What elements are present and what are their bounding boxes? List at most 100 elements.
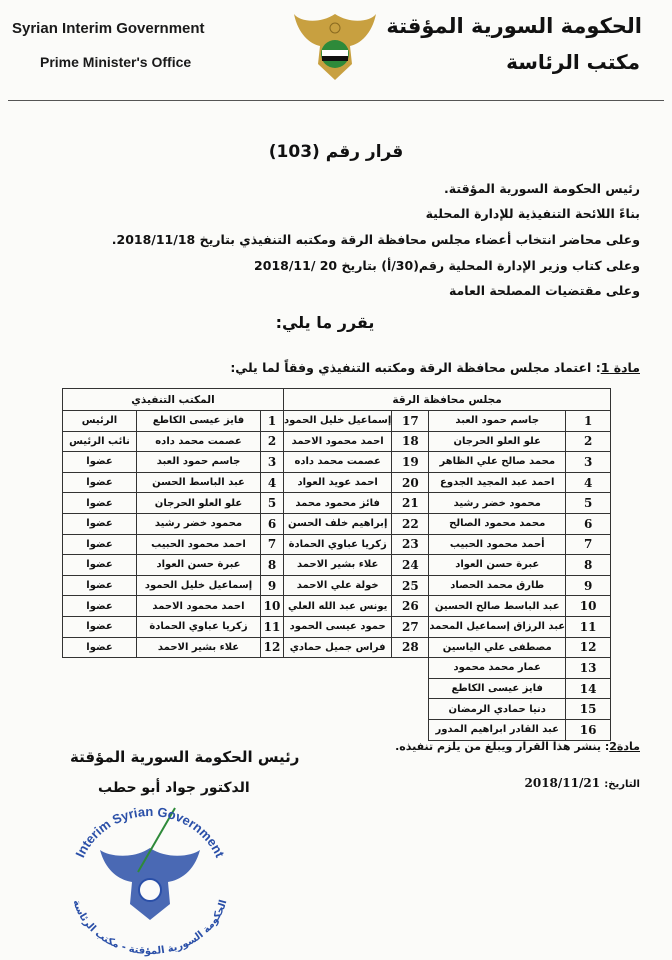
member-number: 4	[565, 471, 612, 494]
member-name: عبد القادر ابراهيم المدور	[428, 718, 567, 741]
office-member-name: إسماعيل خليل الحمود	[136, 574, 261, 597]
header-ar-subtitle: مكتب الرئاسة	[506, 50, 640, 74]
member-number: 28	[391, 636, 430, 659]
member-name: دنيا حمادي الرمضان	[428, 698, 567, 720]
office-number: 8	[260, 554, 284, 576]
table-row: 9 طارق محمد الحصاد 25 خولة علي الاحمد 9 إسماع…	[62, 574, 612, 597]
preamble-line-1: رئيس الحكومة السورية المؤقتة.	[444, 181, 640, 196]
member-number: 27	[391, 615, 430, 638]
article-2-text: : ينشر هذا القرار ويبلغ من يلزم تنفيذه.	[395, 740, 610, 753]
empty-cell	[63, 658, 429, 679]
table-row: 16 عبد القادر ابراهيم المدور	[63, 718, 612, 741]
empty-cell	[63, 699, 429, 720]
date: التاريخ: 2018/11/21	[525, 776, 641, 790]
office-member-name: محمود خضر رشيد	[136, 512, 261, 535]
member-name: مصطفى علي الياسين	[428, 636, 567, 659]
office-number: 5	[260, 492, 284, 514]
office-role: عضوا	[62, 595, 137, 617]
member-number: 2	[565, 430, 612, 453]
member-name: طارق محمد الحصاد	[428, 574, 567, 597]
preamble-line-5: وعلى مقتضيات المصلحة العامة	[448, 283, 640, 298]
member-name: إسماعيل خليل الحمود	[282, 410, 393, 432]
member-name: فائز محمود محمد	[282, 492, 393, 514]
table-row: 6 محمد محمود الصالح 22 إبراهيم خلف الحسن 6 مح…	[62, 512, 612, 535]
empty-cell	[63, 719, 429, 740]
office-member-name: فايز عيسى الكاطع	[136, 410, 261, 432]
office-role: عضوا	[62, 574, 137, 597]
office-number: 7	[260, 533, 284, 556]
member-number: 8	[565, 554, 612, 576]
signatory-title: رئيس الحكومة السورية المؤقتة	[70, 748, 300, 766]
member-name: محمود خضر رشيد	[428, 492, 567, 514]
office-role: عضوا	[62, 636, 137, 659]
member-number: 6	[565, 512, 612, 535]
member-number: 1	[565, 410, 612, 432]
eagle-stamp-icon	[100, 807, 200, 920]
office-number: 12	[260, 636, 284, 659]
member-name: احمد عبد المجيد الجدوع	[428, 471, 567, 494]
table-row: 10 عبد الباسط صالح الحسين 26 يونس عبد الله …	[62, 595, 612, 617]
member-number: 10	[565, 595, 612, 617]
member-number: 16	[565, 718, 612, 741]
member-number: 13	[565, 657, 612, 679]
member-name: جاسم حمود العبد	[428, 410, 567, 432]
member-name: زكريا عباوي الحمادة	[282, 533, 393, 556]
member-name: احمد عويد العواد	[282, 471, 393, 494]
member-number: 5	[565, 492, 612, 514]
member-number: 20	[391, 471, 430, 494]
office-number: 11	[260, 615, 284, 638]
decision-title: قرار رقم (103)	[268, 142, 404, 162]
member-number: 7	[565, 533, 612, 556]
table-row: 4 احمد عبد المجيد الجدوع 20 احمد عويد العوا…	[62, 471, 612, 494]
table-header-row: مجلس محافظة الرقة المكتب التنفيذي	[62, 388, 612, 411]
office-role: عضوا	[62, 533, 137, 556]
member-number: 12	[565, 636, 612, 659]
office-number: 4	[260, 471, 284, 494]
office-member-name: عصمت محمد داده	[136, 430, 261, 453]
table-row: 7 أحمد محمود الحبيب 23 زكريا عباوي الحمادة 7…	[62, 533, 612, 556]
office-role: عضوا	[62, 554, 137, 576]
office-member-name: عبد الباسط الحسن	[136, 471, 261, 494]
members-table: مجلس محافظة الرقة المكتب التنفيذي 1 جاسم حم…	[62, 388, 612, 741]
member-number: 21	[391, 492, 430, 514]
member-name: محمد صالح علي الظاهر	[428, 451, 567, 473]
table-row: 12 مصطفى علي الياسين 28 فراس جميل حمادي 12 عل…	[62, 636, 612, 659]
member-number: 25	[391, 574, 430, 597]
decides-heading: يقرر ما يلي:	[275, 313, 375, 332]
office-role: الرئيس	[62, 410, 137, 432]
office-header: المكتب التنفيذي	[62, 388, 284, 411]
member-name: علاء بشير الاحمد	[282, 554, 393, 576]
table-row: 1 جاسم حمود العبد 17 إسماعيل خليل الحمود 1 فا…	[62, 410, 612, 432]
member-number: 17	[391, 410, 430, 432]
office-number: 2	[260, 430, 284, 453]
member-name: عمار محمد محمود	[428, 657, 567, 679]
date-value: 2018/11/21	[524, 776, 601, 790]
office-member-name: علاء بشير الاحمد	[136, 636, 261, 659]
member-name: خولة علي الاحمد	[282, 574, 393, 597]
preamble-line-3: وعلى محاضر انتخاب أعضاء مجلس محافظة الرق…	[111, 232, 640, 247]
member-number: 9	[565, 574, 612, 597]
header-divider	[8, 100, 664, 101]
member-name: علو العلو الحرجان	[428, 430, 567, 453]
member-number: 14	[565, 677, 612, 700]
office-role: عضوا	[62, 512, 137, 535]
member-name: عبد الرزاق إسماعيل المحمد	[428, 615, 567, 638]
office-member-name: عبرة حسن العواد	[136, 554, 261, 576]
signatory-name: الدكتور جواد أبو حطب	[98, 780, 250, 796]
office-member-name: احمد محمود الحبيب	[136, 533, 261, 556]
member-name: فايز عيسى الكاطع	[428, 677, 567, 700]
office-member-name: احمد محمود الاحمد	[136, 595, 261, 617]
article-2: مادة2: ينشر هذا القرار ويبلغ من يلزم تنف…	[395, 740, 640, 753]
office-number: 6	[260, 512, 284, 535]
table-row: 8 عبرة حسن العواد 24 علاء بشير الاحمد 8 عبرة …	[62, 554, 612, 576]
member-name: إبراهيم خلف الحسن	[282, 512, 393, 535]
member-number: 23	[391, 533, 430, 556]
table-row: 3 محمد صالح علي الظاهر 19 عصمت محمد داده 3 جا…	[62, 451, 612, 473]
member-name: احمد محمود الاحمد	[282, 430, 393, 453]
empty-cell	[63, 678, 429, 699]
header-ar-title: الحكومة السورية المؤقتة	[386, 14, 642, 38]
member-number: 22	[391, 512, 430, 535]
member-name: حمود عيسى الحمود	[282, 615, 393, 638]
office-role: نائب الرئيس	[62, 430, 137, 453]
office-member-name: علو العلو الحرجان	[136, 492, 261, 514]
